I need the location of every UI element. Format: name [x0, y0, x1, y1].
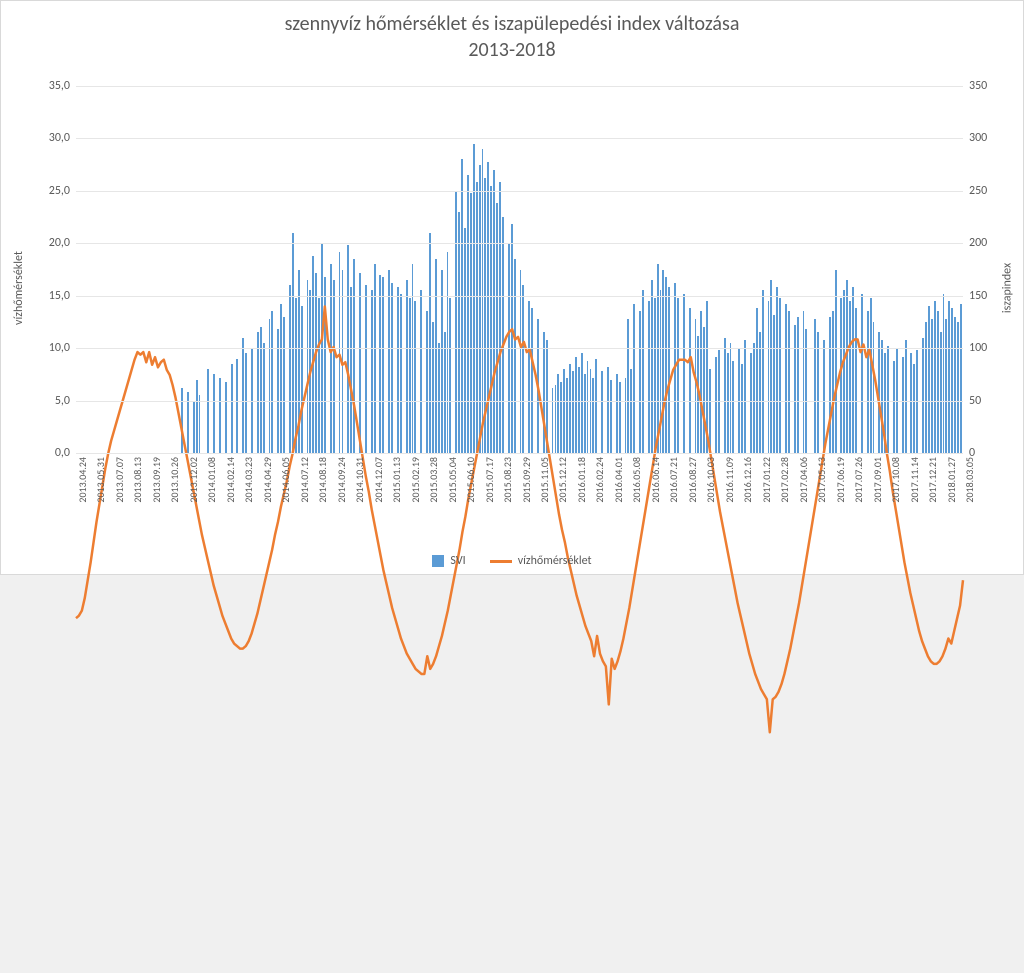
plot-area: 0,05,010,015,020,025,030,035,0 050100150… — [76, 86, 963, 454]
chart-container: szennyvíz hőmérséklet és iszapülepedési … — [0, 0, 1024, 575]
legend: SVI vízhőmérséklet — [1, 554, 1023, 568]
legend-item-svi: SVI — [432, 554, 465, 568]
title-line-1: szennyvíz hőmérséklet és iszapülepedési … — [285, 12, 740, 36]
chart-title: szennyvíz hőmérséklet és iszapülepedési … — [1, 1, 1023, 63]
legend-temp-marker — [490, 560, 512, 563]
legend-svi-label: SVI — [450, 554, 465, 568]
y-right-axis-title: iszapindex — [1000, 262, 1014, 312]
legend-svi-marker — [432, 555, 444, 567]
title-line-2: 2013-2018 — [468, 38, 555, 62]
x-axis-labels: 2013.04.242013.05.312013.07.072013.08.13… — [76, 453, 963, 543]
legend-temp-label: vízhőmérséklet — [518, 554, 592, 568]
y-left-axis-title: vízhőmérséklet — [12, 251, 26, 325]
legend-item-temp: vízhőmérséklet — [490, 554, 592, 568]
